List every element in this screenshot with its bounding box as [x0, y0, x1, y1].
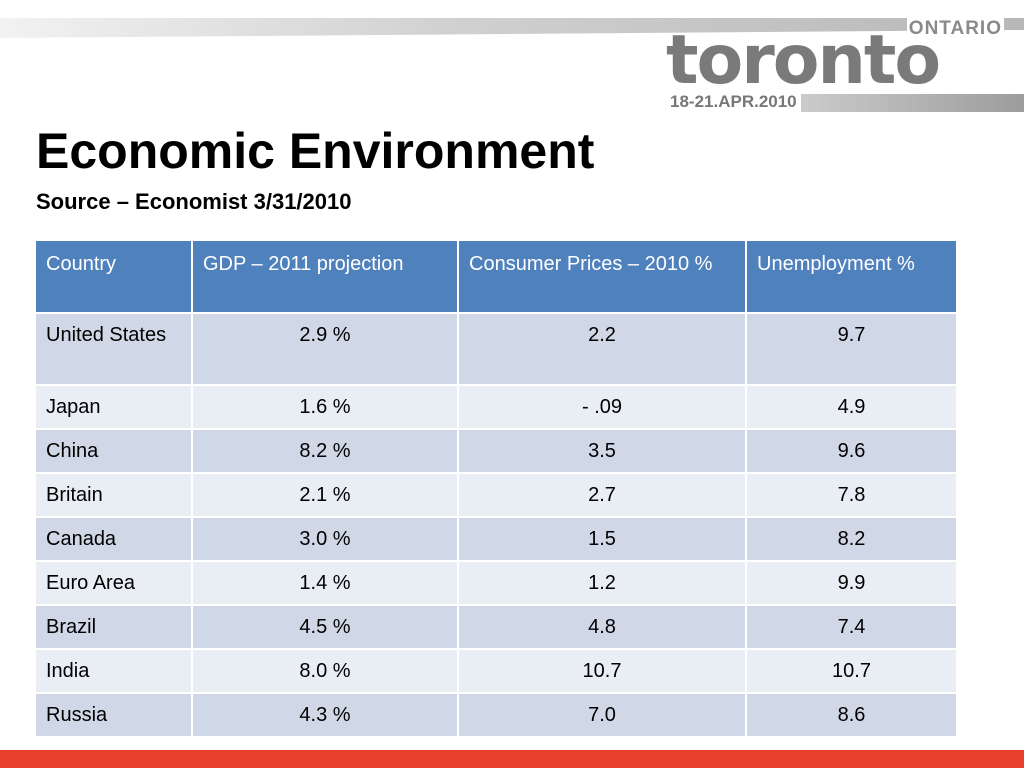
table-row: Canada 3.0 % 1.5 8.2 — [34, 516, 958, 562]
cell-country: China — [34, 428, 193, 474]
slide-subtitle: Source – Economist 3/31/2010 — [36, 189, 352, 214]
cell-consumer-prices: 1.2 — [457, 560, 747, 606]
logo-region: ONTARIO — [906, 18, 1004, 40]
table-row: Japan 1.6 % - .09 4.9 — [34, 384, 958, 430]
cell-country: Euro Area — [34, 560, 193, 606]
table-header-row: Country GDP – 2011 projection Consumer P… — [34, 239, 958, 314]
cell-consumer-prices: 1.5 — [457, 516, 747, 562]
cell-country: Brazil — [34, 604, 193, 650]
logo-band — [780, 94, 1024, 112]
cell-consumer-prices: 2.2 — [457, 312, 747, 386]
cell-consumer-prices: - .09 — [457, 384, 747, 430]
cell-country: Britain — [34, 472, 193, 518]
cell-gdp: 1.4 % — [191, 560, 459, 606]
header-gdp: GDP – 2011 projection — [191, 239, 459, 314]
cell-unemployment: 7.4 — [745, 604, 958, 650]
cell-gdp: 3.0 % — [191, 516, 459, 562]
logo-city: toronto — [666, 21, 941, 100]
cell-unemployment: 10.7 — [745, 648, 958, 694]
table-row: Russia 4.3 % 7.0 8.6 — [34, 692, 958, 738]
header-consumer-prices: Consumer Prices – 2010 % — [457, 239, 747, 314]
slide-title: Economic Environment — [36, 123, 595, 179]
economic-data-table: Country GDP – 2011 projection Consumer P… — [34, 239, 958, 738]
cell-unemployment: 4.9 — [745, 384, 958, 430]
table-row: Euro Area 1.4 % 1.2 9.9 — [34, 560, 958, 606]
cell-gdp: 2.9 % — [191, 312, 459, 386]
table-row: India 8.0 % 10.7 10.7 — [34, 648, 958, 694]
cell-country: United States — [34, 312, 193, 386]
table-row: United States 2.9 % 2.2 9.7 — [34, 312, 958, 386]
cell-unemployment: 7.8 — [745, 472, 958, 518]
cell-gdp: 8.0 % — [191, 648, 459, 694]
table-row: Britain 2.1 % 2.7 7.8 — [34, 472, 958, 518]
cell-consumer-prices: 4.8 — [457, 604, 747, 650]
cell-country: Japan — [34, 384, 193, 430]
cell-consumer-prices: 10.7 — [457, 648, 747, 694]
cell-unemployment: 9.9 — [745, 560, 958, 606]
cell-consumer-prices: 7.0 — [457, 692, 747, 738]
cell-country: Russia — [34, 692, 193, 738]
cell-unemployment: 9.6 — [745, 428, 958, 474]
cell-unemployment: 9.7 — [745, 312, 958, 386]
cell-country: Canada — [34, 516, 193, 562]
logo-dates: 18-21.APR.2010 — [670, 92, 801, 112]
cell-gdp: 2.1 % — [191, 472, 459, 518]
cell-gdp: 4.5 % — [191, 604, 459, 650]
header-unemployment: Unemployment % — [745, 239, 958, 314]
cell-unemployment: 8.2 — [745, 516, 958, 562]
cell-gdp: 1.6 % — [191, 384, 459, 430]
toronto-event-logo: toronto ONTARIO 18-21.APR.2010 — [660, 16, 1024, 116]
table-row: Brazil 4.5 % 4.8 7.4 — [34, 604, 958, 650]
cell-consumer-prices: 2.7 — [457, 472, 747, 518]
cell-consumer-prices: 3.5 — [457, 428, 747, 474]
cell-country: India — [34, 648, 193, 694]
cell-gdp: 8.2 % — [191, 428, 459, 474]
table-row: China 8.2 % 3.5 9.6 — [34, 428, 958, 474]
header-country: Country — [34, 239, 193, 314]
cell-unemployment: 8.6 — [745, 692, 958, 738]
cell-gdp: 4.3 % — [191, 692, 459, 738]
bottom-accent-bar — [0, 750, 1024, 768]
